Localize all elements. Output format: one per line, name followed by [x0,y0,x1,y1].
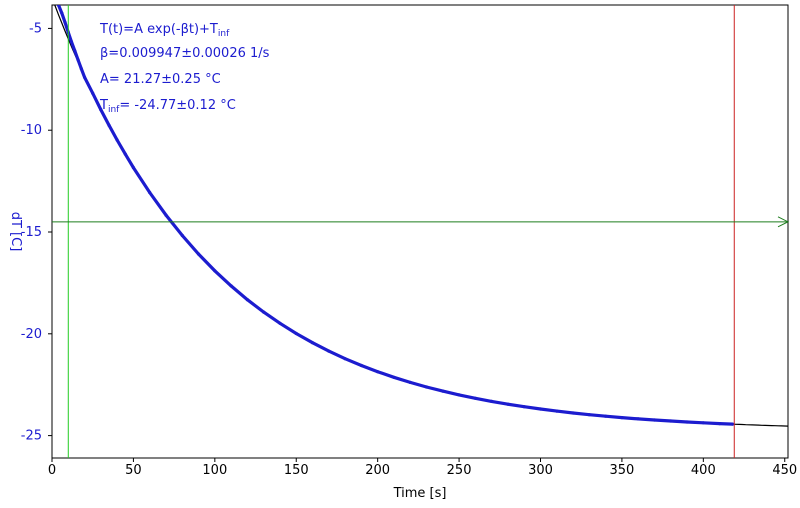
x-tick-label: 450 [772,463,797,478]
fit-formula-main: T(t)=A exp(-βt)+T [100,22,218,37]
data-point [56,5,61,7]
data-series-line [56,5,733,426]
fit-formula: T(t)=A exp(-βt)+Tinf [100,22,229,39]
fit-tinf: Tinf= -24.77±0.12 °C [100,98,236,115]
y-tick-label: -25 [21,429,42,444]
fit-line [54,5,788,427]
y-tick-label: -5 [29,21,42,36]
data-point [91,91,95,95]
data-point [73,49,77,53]
data-point [490,399,494,403]
data-point [669,419,673,423]
data-point [63,20,67,24]
y-tick-label: -20 [21,327,42,342]
data-point [408,380,412,384]
data-point [636,417,640,421]
data-point [115,138,119,142]
data-point [50,0,53,1]
data-point [213,269,217,273]
data-point [99,108,103,112]
x-axis-label: Time [s] [393,486,447,501]
data-point [69,40,74,44]
data-point [79,67,83,71]
data-point [76,58,80,62]
data-point [473,396,477,400]
data-point [294,331,298,336]
data-point [131,166,135,170]
fit-beta: β=0.009947±0.00026 1/s [100,46,270,61]
data-point [506,402,510,406]
data-point [652,418,657,422]
x-tick-label: 50 [125,463,142,478]
data-point [54,0,57,2]
fit-tinf-value: = -24.77±0.12 °C [119,98,236,113]
data-point [278,321,282,325]
y-axis-label: dT [C] [8,212,23,252]
data-point [718,422,722,426]
fit-tinf-sub: inf [107,105,120,115]
data-point [538,407,543,411]
data-point [555,409,559,413]
data-point [327,349,331,353]
data-point [376,370,380,374]
data-point [180,233,184,238]
horizontal-marker-arrow [777,216,790,228]
fit-amplitude: A= 21.27±0.25 °C [100,72,221,87]
data-point [424,385,429,389]
data-point [310,341,315,345]
data-point [457,393,461,397]
data-point [701,421,705,425]
data-point [107,123,111,127]
data-point [604,414,608,418]
data-point [229,284,233,288]
x-tick-label: 250 [447,463,472,478]
data-point [441,389,445,393]
data-point [60,11,64,15]
plot-frame [51,4,789,459]
data-point [164,213,168,217]
y-tick-label: -15 [21,225,42,240]
fit-formula-sub: inf [217,29,230,39]
x-tick-label: 400 [691,463,716,478]
data-point [343,357,347,361]
data-point [392,375,396,379]
data-point [522,405,526,409]
y-tick-label: -10 [21,123,42,138]
data-point [123,152,127,156]
data-point [83,75,87,79]
data-point [196,252,201,256]
x-tick-label: 300 [528,463,553,478]
fit-tinf-main: T [100,98,108,113]
data-point [620,416,624,420]
data-point [731,422,735,426]
x-tick-label: 100 [202,463,227,478]
x-tick-label: 0 [48,463,56,478]
data-point [571,411,575,415]
data-point [587,413,591,417]
data-point [262,310,266,314]
x-tick-label: 350 [609,463,634,478]
data-point [685,420,689,424]
x-tick-label: 150 [284,463,309,478]
x-tick-label: 200 [365,463,390,478]
data-point [148,190,152,195]
data-point [245,298,249,302]
data-point [359,363,363,368]
